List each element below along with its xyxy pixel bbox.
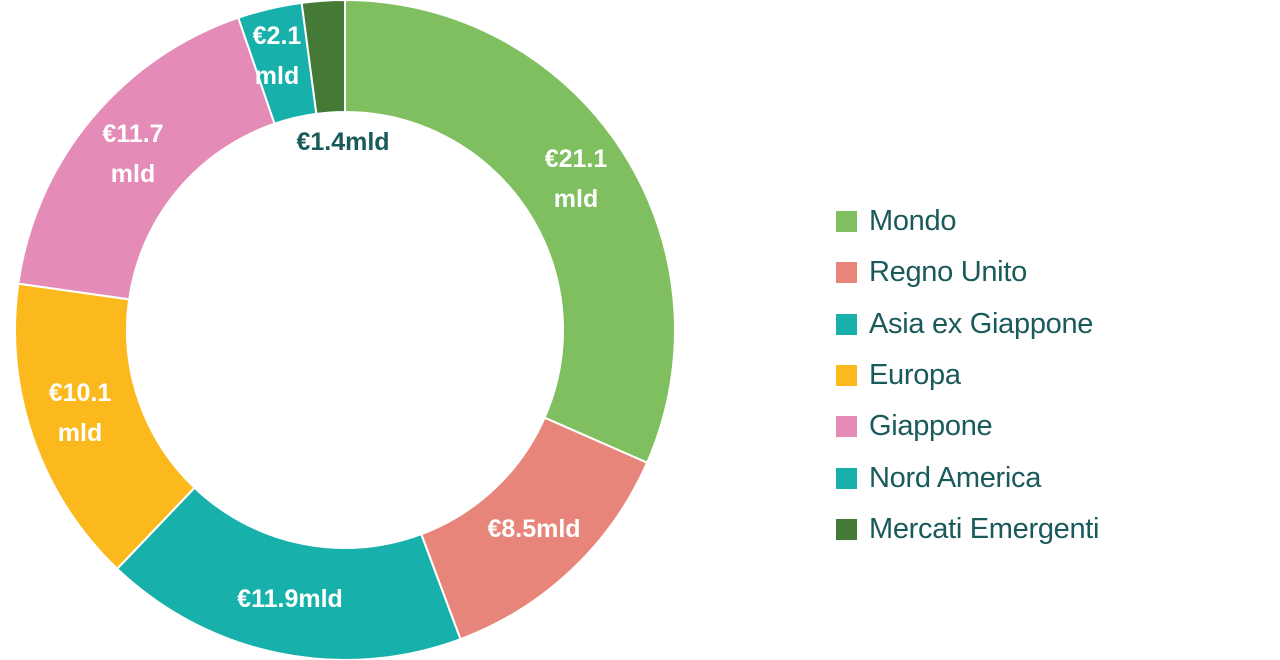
donut-slice-mondo xyxy=(344,0,676,465)
legend-item: Asia ex Giappone xyxy=(836,299,1099,350)
slice-value-label: €2.1 mld xyxy=(253,22,302,90)
legend-swatch xyxy=(836,313,857,335)
legend-label: Mercati Emergenti xyxy=(869,512,1100,545)
slice-value-label-line: €11.9mld xyxy=(237,585,343,613)
slice-value-label: €1.4mld xyxy=(296,128,389,156)
slice-value-label-line: mld xyxy=(111,160,155,188)
legend-item: Giappone xyxy=(836,401,1099,452)
slice-value-label: €8.5mld xyxy=(487,515,580,543)
legend-swatch xyxy=(836,467,857,489)
legend-label: Europa xyxy=(869,359,961,392)
slice-value-label-line: mld xyxy=(554,185,598,213)
slice-value-label: €11.9mld xyxy=(237,585,343,613)
slice-value-label-line: mld xyxy=(255,62,299,90)
legend-item: Europa xyxy=(836,350,1099,401)
donut-slice-giappone xyxy=(17,16,276,301)
legend-label: Giappone xyxy=(869,410,993,443)
legend-item: Nord America xyxy=(836,452,1099,503)
slice-value-label-line: €8.5mld xyxy=(487,515,580,543)
legend-swatch xyxy=(836,365,857,387)
legend-label: Nord America xyxy=(869,461,1042,494)
legend-swatch xyxy=(836,262,857,284)
slice-value-label: €21.1 mld xyxy=(545,145,608,213)
legend-swatch xyxy=(836,211,857,233)
legend-item: Mercati Emergenti xyxy=(836,504,1100,555)
legend-swatch xyxy=(836,518,857,540)
slice-value-label-line: €11.7 xyxy=(102,120,163,148)
legend-label: Asia ex Giappone xyxy=(869,307,1094,340)
slice-value-label-line: €10.1 xyxy=(49,379,112,407)
legend-label: Mondo xyxy=(869,205,957,238)
legend-swatch xyxy=(836,416,857,438)
slice-value-label: €11.7 mld xyxy=(102,120,163,188)
slice-value-label: €10.1 mld xyxy=(49,379,112,447)
slice-value-label-line: €1.4mld xyxy=(296,128,389,156)
legend: Mondo Regno Unito Asia ex Giappone Europ… xyxy=(836,196,1100,555)
legend-item: Regno Unito xyxy=(836,247,1099,298)
legend-label: Regno Unito xyxy=(869,256,1027,289)
donut-slice-mercati-emergenti xyxy=(300,0,346,116)
slice-value-label-line: €2.1 xyxy=(253,22,302,50)
legend-item: Mondo xyxy=(836,196,1099,247)
slice-value-label-line: mld xyxy=(58,419,102,447)
slice-value-label-line: €21.1 xyxy=(545,145,608,173)
